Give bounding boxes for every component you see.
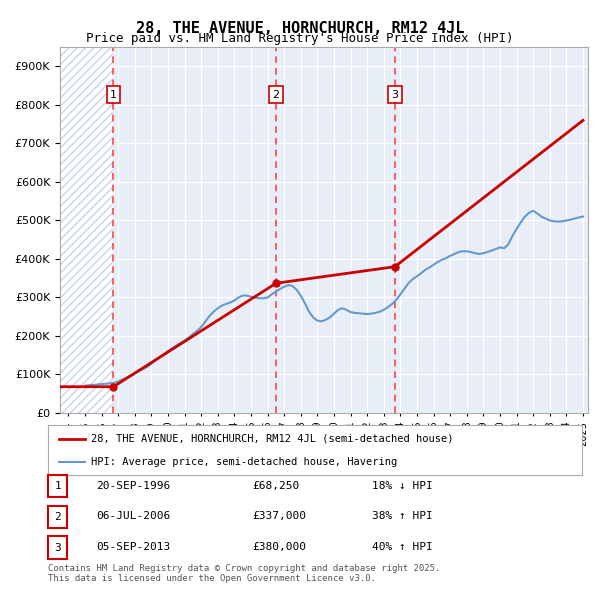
Text: £68,250: £68,250 [252, 481, 299, 490]
Text: 18% ↓ HPI: 18% ↓ HPI [372, 481, 433, 490]
Text: 05-SEP-2013: 05-SEP-2013 [96, 542, 170, 552]
Text: 06-JUL-2006: 06-JUL-2006 [96, 512, 170, 521]
Text: 2: 2 [272, 90, 280, 100]
Text: 28, THE AVENUE, HORNCHURCH, RM12 4JL: 28, THE AVENUE, HORNCHURCH, RM12 4JL [136, 21, 464, 35]
Text: 3: 3 [391, 90, 398, 100]
Text: 20-SEP-1996: 20-SEP-1996 [96, 481, 170, 490]
Bar [60, 47, 113, 413]
Text: 1: 1 [110, 90, 117, 100]
Text: Price paid vs. HM Land Registry's House Price Index (HPI): Price paid vs. HM Land Registry's House … [86, 32, 514, 45]
Text: HPI: Average price, semi-detached house, Havering: HPI: Average price, semi-detached house,… [91, 457, 397, 467]
Text: 28, THE AVENUE, HORNCHURCH, RM12 4JL (semi-detached house): 28, THE AVENUE, HORNCHURCH, RM12 4JL (se… [91, 434, 453, 444]
Text: 2: 2 [54, 512, 61, 522]
Text: 1: 1 [54, 481, 61, 491]
Text: £337,000: £337,000 [252, 512, 306, 521]
Text: 3: 3 [54, 543, 61, 552]
Text: 40% ↑ HPI: 40% ↑ HPI [372, 542, 433, 552]
Text: Contains HM Land Registry data © Crown copyright and database right 2025.
This d: Contains HM Land Registry data © Crown c… [48, 563, 440, 583]
Text: £380,000: £380,000 [252, 542, 306, 552]
Text: 38% ↑ HPI: 38% ↑ HPI [372, 512, 433, 521]
